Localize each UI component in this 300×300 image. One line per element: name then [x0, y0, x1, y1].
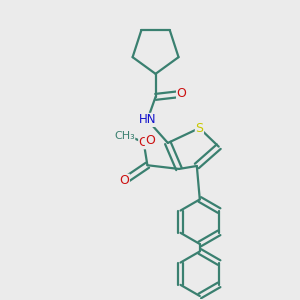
- Text: HN: HN: [139, 113, 156, 126]
- Text: CH₃: CH₃: [114, 130, 135, 140]
- Text: O: O: [177, 87, 187, 101]
- Text: O: O: [119, 174, 129, 187]
- Text: O: O: [139, 136, 148, 149]
- Text: O: O: [146, 134, 155, 147]
- Text: S: S: [195, 122, 203, 135]
